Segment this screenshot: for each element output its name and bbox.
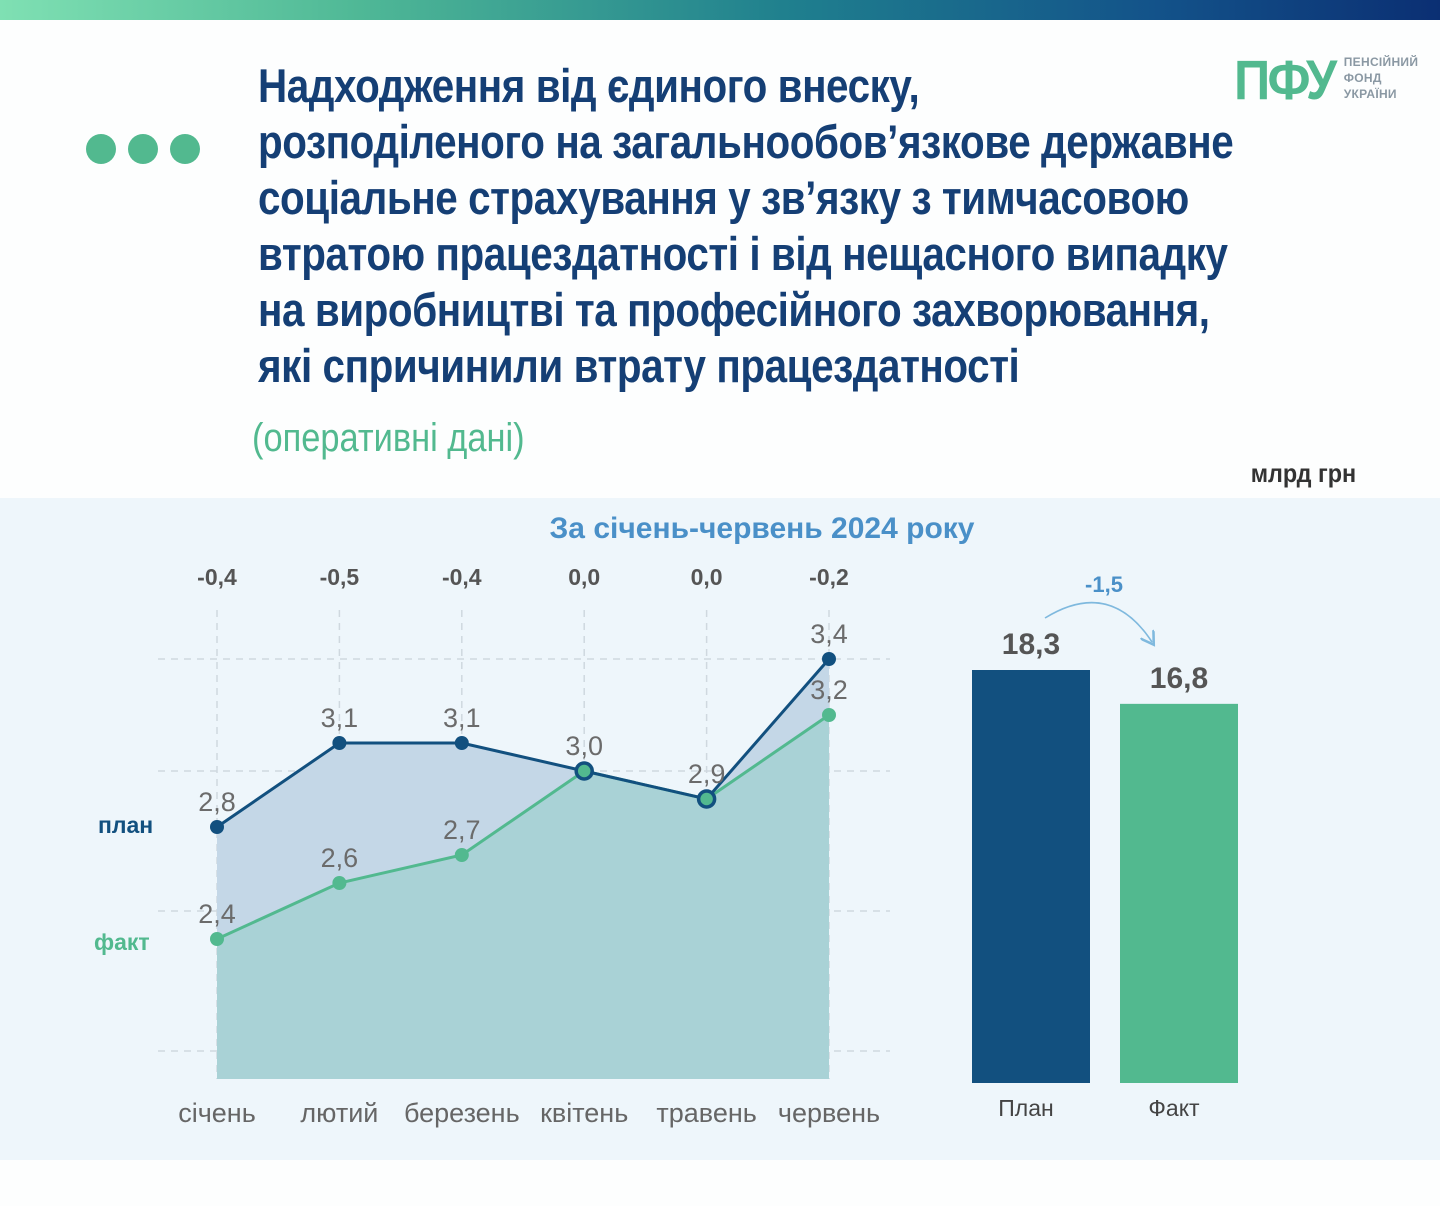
line-plan <box>216 658 831 829</box>
bar-category-label: Факт <box>1148 1095 1200 1121</box>
data-label-fact: 3,2 <box>810 675 848 705</box>
chart-area: За січень-червень 2024 року 2,8 3,1 3,1 3,0… <box>94 512 1238 1128</box>
data-points <box>210 652 836 946</box>
data-label-plan: 3,4 <box>810 619 848 649</box>
logo-text: ПЕНСІЙНИЙ ФОНД УКРАЇНИ <box>1344 54 1419 102</box>
difference-label: -0,4 <box>442 564 482 590</box>
data-label-fact: 2,6 <box>321 843 359 873</box>
area-fills <box>217 659 829 1079</box>
x-tick-label: березень <box>404 1098 520 1128</box>
decorative-dots <box>86 134 200 164</box>
x-tick-label: червень <box>778 1098 880 1128</box>
data-label-plan: 3,1 <box>321 703 359 733</box>
unit-label: млрд грн <box>1250 458 1356 488</box>
point-fact <box>332 876 347 890</box>
data-label-plan: 3,1 <box>443 703 481 733</box>
title-line: Надходження від єдиного внеску, <box>258 59 920 112</box>
bar-value-label: 18,3 <box>1002 628 1060 661</box>
x-tick-label: травень <box>656 1098 756 1128</box>
point-plan <box>574 761 594 781</box>
page-title: Надходження від єдиного внеску, розподіл… <box>258 58 1234 394</box>
logo-text-line: ФОНД <box>1343 71 1382 85</box>
title-line: які спричинили втрату працездатності <box>258 339 1020 392</box>
data-label-plan: 3,0 <box>565 731 603 761</box>
legend-plan: план <box>98 812 153 838</box>
bar-category-label: План <box>998 1095 1053 1121</box>
title-line: розподіленого на загальнообов’язкове дер… <box>258 115 1234 168</box>
point-plan <box>332 736 347 750</box>
series-lines <box>216 658 831 941</box>
bar-difference-label: -1,5 <box>1085 572 1123 597</box>
difference-label: -0,4 <box>197 564 237 590</box>
bar-chart: 18,3 План 16,8 Факт -1,5 <box>972 572 1238 1121</box>
top-gradient-bar <box>0 0 1440 20</box>
logo-text-line: ПЕНСІЙНИЙ <box>1343 55 1419 69</box>
title-line: соціальне страхування у зв’язку з тимчас… <box>258 171 1189 224</box>
data-label-fact: 2,7 <box>443 815 481 845</box>
pfu-logo: ПФУ ПЕНСІЙНИЙ ФОНД УКРАЇНИ <box>1234 52 1418 108</box>
logo-text-line: УКРАЇНИ <box>1343 87 1397 101</box>
dot-icon <box>86 134 116 164</box>
bar-plan <box>972 670 1090 1083</box>
difference-label: 0,0 <box>691 564 723 590</box>
x-tick-label: січень <box>178 1098 256 1128</box>
data-label-plan: 2,8 <box>198 787 236 817</box>
point-plan <box>454 736 469 750</box>
line-fact <box>216 713 830 941</box>
point-plan <box>696 789 717 809</box>
title-line: втратою працездатності і від нещасного в… <box>258 227 1228 280</box>
difference-label: -0,2 <box>809 564 849 590</box>
difference-arrow <box>1044 601 1152 642</box>
point-plan <box>822 652 836 666</box>
difference-label: -0,5 <box>320 564 360 590</box>
point-fact <box>210 932 224 946</box>
page-subtitle: (оперативні дані) <box>252 416 525 460</box>
area-fact <box>217 715 829 1079</box>
data-label-plan: 2,9 <box>688 759 726 789</box>
legend-fact: факт <box>94 929 150 955</box>
data-label-fact: 2,4 <box>198 899 236 929</box>
title-line: на виробництві та професійного захворюва… <box>258 283 1210 336</box>
dot-icon <box>170 134 200 164</box>
bar-value-label: 16,8 <box>1150 662 1208 695</box>
bar-fact <box>1120 703 1238 1083</box>
difference-label: 0,0 <box>568 564 600 590</box>
x-tick-label: лютий <box>300 1098 378 1128</box>
logo-mark: ПФУ <box>1234 48 1337 111</box>
dot-icon <box>128 134 158 164</box>
point-fact <box>454 848 469 862</box>
point-fact <box>822 708 836 722</box>
data-labels: 2,8 3,1 3,1 3,0 2,9 3,4 2,4 2,6 2,7 3,2 -0,4 -0,5 -0… <box>94 564 880 1128</box>
x-tick-label: квітень <box>540 1098 628 1128</box>
point-plan <box>210 820 224 834</box>
chart-title: За січень-червень 2024 року <box>550 512 975 545</box>
